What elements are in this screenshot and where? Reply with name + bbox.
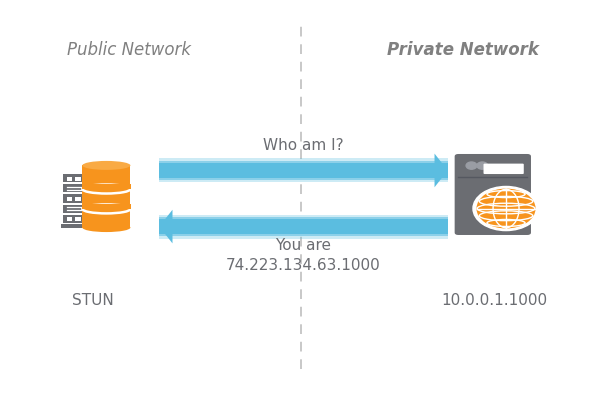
Bar [82, 204, 131, 209]
Text: Public Network: Public Network [67, 41, 191, 59]
Polygon shape [159, 158, 448, 161]
Polygon shape [159, 170, 448, 178]
FancyBboxPatch shape [75, 197, 81, 201]
FancyBboxPatch shape [455, 154, 531, 235]
Polygon shape [159, 161, 448, 163]
FancyBboxPatch shape [84, 177, 89, 181]
FancyBboxPatch shape [67, 197, 72, 201]
Circle shape [473, 186, 539, 231]
Polygon shape [159, 234, 448, 236]
FancyBboxPatch shape [75, 177, 81, 181]
Bar [82, 184, 131, 189]
Circle shape [477, 189, 535, 228]
Polygon shape [435, 154, 448, 187]
FancyBboxPatch shape [63, 205, 99, 213]
Polygon shape [159, 215, 448, 217]
FancyBboxPatch shape [63, 215, 99, 223]
Ellipse shape [82, 223, 130, 232]
Circle shape [466, 162, 477, 169]
FancyBboxPatch shape [67, 217, 72, 221]
FancyBboxPatch shape [84, 197, 89, 201]
FancyBboxPatch shape [67, 177, 72, 181]
Text: 10.0.0.1.1000: 10.0.0.1.1000 [441, 293, 547, 308]
Ellipse shape [82, 161, 130, 170]
Circle shape [477, 162, 488, 169]
Bar [82, 165, 130, 228]
FancyBboxPatch shape [61, 224, 101, 228]
Polygon shape [159, 217, 448, 219]
Polygon shape [159, 210, 172, 243]
Text: Who am I?: Who am I? [263, 138, 344, 153]
Text: Private Network: Private Network [387, 41, 538, 59]
FancyBboxPatch shape [84, 217, 89, 221]
Polygon shape [159, 236, 448, 239]
FancyBboxPatch shape [63, 184, 99, 192]
FancyBboxPatch shape [75, 217, 81, 221]
Polygon shape [159, 180, 448, 182]
Text: STUN: STUN [72, 293, 114, 308]
Polygon shape [159, 227, 448, 234]
Text: You are
74.223.134.63.1000: You are 74.223.134.63.1000 [226, 238, 381, 273]
FancyBboxPatch shape [483, 164, 523, 174]
FancyBboxPatch shape [63, 174, 99, 182]
FancyBboxPatch shape [63, 194, 99, 203]
Polygon shape [159, 178, 448, 180]
Polygon shape [159, 219, 448, 227]
Polygon shape [159, 163, 448, 170]
